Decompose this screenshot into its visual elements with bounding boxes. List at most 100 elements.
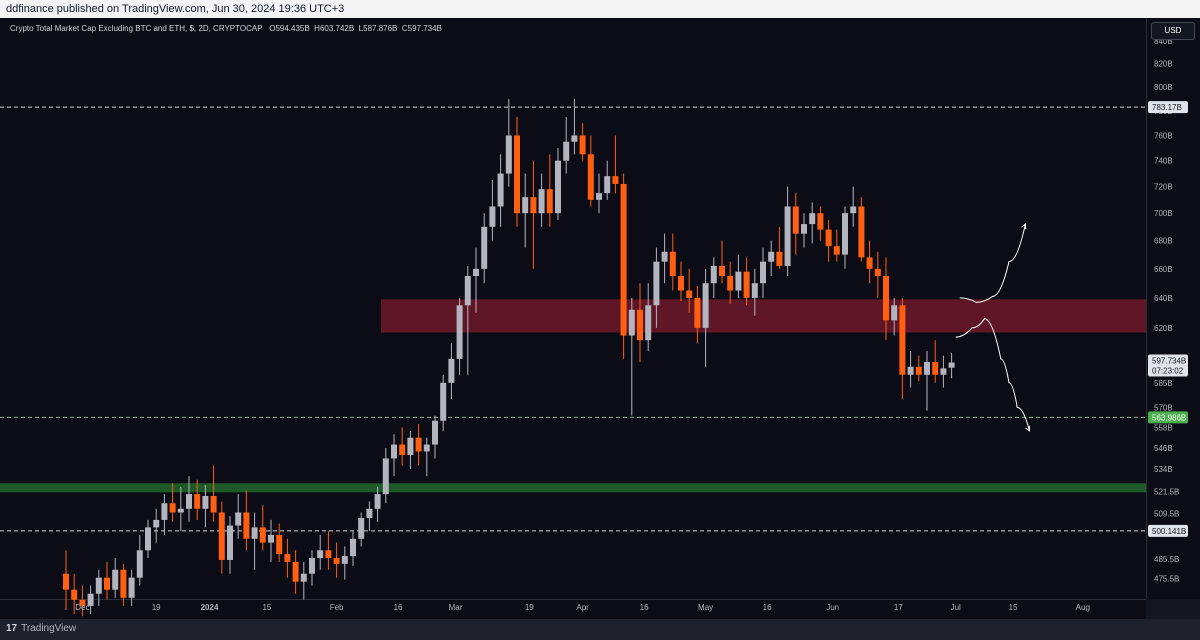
candle — [489, 180, 496, 241]
candle — [112, 558, 119, 598]
time-tick-label: 16 — [640, 603, 649, 612]
candle-body — [218, 512, 225, 560]
candle-body — [292, 561, 299, 582]
symbol-title: Crypto Total Market Cap Excluding BTC an… — [10, 24, 263, 33]
candle — [596, 173, 602, 214]
candle-body — [87, 593, 94, 606]
candle — [686, 268, 693, 313]
close-value: 597.734B — [407, 24, 442, 33]
candle-body — [596, 193, 602, 200]
candle-body — [177, 508, 184, 513]
candle — [497, 154, 504, 227]
candle — [300, 561, 307, 600]
candle — [587, 135, 594, 207]
candle-body — [423, 444, 430, 452]
candle-body — [341, 556, 348, 564]
candle — [235, 494, 242, 539]
candle — [251, 512, 258, 570]
candle-body — [735, 271, 742, 291]
candle — [169, 483, 176, 522]
candle — [579, 123, 586, 161]
candle-body — [235, 512, 242, 526]
candle — [284, 538, 291, 578]
candle — [891, 297, 898, 336]
candle-body — [325, 550, 332, 559]
candle-body — [727, 275, 734, 291]
candle — [71, 573, 78, 615]
candle-body — [940, 368, 947, 375]
candle-body — [391, 444, 397, 459]
candle — [202, 485, 209, 528]
candle — [866, 240, 873, 284]
candle — [522, 173, 529, 248]
candle — [604, 160, 611, 200]
candle-body — [317, 550, 324, 559]
candle — [382, 448, 389, 504]
candle — [407, 430, 414, 470]
candle — [177, 486, 184, 532]
candle — [842, 206, 848, 269]
time-tick-label: 15 — [1009, 603, 1018, 612]
currency-button[interactable]: USD — [1151, 22, 1195, 40]
level-price-tag-text: 563.986B — [1152, 413, 1186, 422]
candle-body — [333, 558, 340, 564]
candle — [243, 490, 250, 551]
candle — [440, 374, 447, 431]
candle-body — [899, 305, 906, 375]
candle-body — [866, 257, 873, 269]
candle-body — [120, 569, 127, 598]
candle — [833, 229, 840, 262]
bullish-path — [959, 223, 1026, 303]
price-tick-label: 700B — [1154, 209, 1173, 218]
candle — [63, 550, 69, 610]
candle-body — [309, 558, 315, 574]
price-tick-label: 840B — [1154, 37, 1173, 46]
candle-body — [63, 573, 69, 590]
tradingview-brand: 17 TradingView — [6, 622, 76, 636]
candle — [374, 486, 381, 522]
candle — [858, 197, 865, 262]
price-tick-label: 558B — [1154, 423, 1173, 432]
candle-body — [268, 534, 274, 543]
candle-body — [284, 554, 291, 562]
candle — [768, 240, 775, 276]
candle-body — [489, 206, 496, 227]
time-tick-label: Mar — [449, 603, 463, 612]
low-label: L — [358, 24, 364, 33]
price-tick-label: 485.5B — [1154, 555, 1179, 564]
candle — [128, 569, 135, 606]
candle-body — [825, 229, 832, 247]
candle-body — [801, 224, 807, 234]
candle — [850, 186, 857, 227]
candle-body — [350, 538, 356, 557]
time-tick-label: May — [698, 603, 713, 612]
candle — [423, 437, 430, 477]
candle-body — [719, 265, 725, 276]
price-tick-label: 475.5B — [1154, 575, 1179, 584]
candle — [153, 508, 160, 543]
time-axis[interactable] — [0, 599, 1146, 620]
candle — [481, 213, 488, 284]
countdown-text: 07:23:02 — [1152, 366, 1184, 375]
candle-body — [579, 135, 586, 155]
price-tick-label: 570B — [1154, 403, 1173, 412]
candle — [432, 415, 438, 459]
candle-body — [645, 305, 652, 341]
candle-body — [497, 173, 504, 207]
candle-body — [415, 437, 422, 452]
price-axis[interactable] — [1146, 18, 1200, 599]
candle — [415, 424, 422, 466]
candle — [538, 173, 545, 227]
candle-body — [661, 251, 668, 262]
candle — [801, 213, 807, 248]
candle-body — [464, 275, 471, 306]
candle — [751, 268, 758, 316]
level-price-tag: 783.17B — [1148, 101, 1188, 114]
candle-body — [842, 213, 848, 255]
candle-body — [612, 176, 619, 184]
candle — [464, 265, 471, 375]
candle-body — [907, 366, 914, 375]
time-tick-label: 2024 — [201, 603, 219, 612]
candle — [776, 226, 783, 269]
